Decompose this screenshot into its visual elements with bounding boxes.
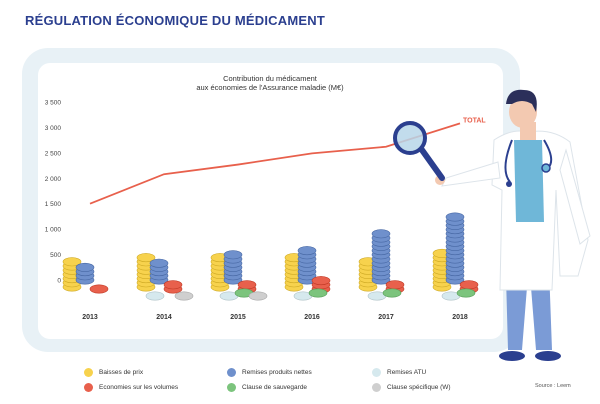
coin-stack-clause-specifique-w <box>174 291 194 301</box>
coin-stack-remises-produits-nettes <box>445 212 465 285</box>
x-tick-label: 2017 <box>378 314 394 321</box>
coin-stack-clause-specifique-w <box>248 291 268 301</box>
legend-swatch <box>372 383 381 392</box>
x-tick-label: 2018 <box>452 314 468 321</box>
legend-item-remises-produits-nettes: Remises produits nettes <box>227 368 312 377</box>
legend-item-clause-specifique: Clause spécifique (W) <box>372 383 451 392</box>
magnifier-handle-icon <box>419 147 445 181</box>
stethoscope-chest-icon <box>541 163 551 173</box>
coin <box>163 280 183 290</box>
coin-stack-remises-produits-nettes <box>149 258 169 285</box>
y-tick-label: 3 000 <box>45 125 62 132</box>
page-title: RÉGULATION ÉCONOMIQUE DU MÉDICAMENT <box>25 13 325 28</box>
x-tick-label: 2014 <box>156 314 172 321</box>
legend-swatch <box>227 383 236 392</box>
chart-subtitle: aux économies de l'Assurance maladie (M€… <box>196 83 344 92</box>
coin <box>62 257 82 267</box>
coin <box>459 280 479 290</box>
doctor-hair <box>506 89 537 112</box>
x-tick-label: 2013 <box>82 314 98 321</box>
coin-stack-economies-sur-les-volumes <box>89 284 109 294</box>
doctor-arm <box>441 161 501 187</box>
coin <box>89 284 109 294</box>
coin-stack-clause-de-sauvegarde <box>308 288 328 298</box>
magnifier-icon <box>393 121 427 155</box>
coin-stack-remises-produits-nettes <box>223 250 243 285</box>
coin <box>174 291 194 301</box>
legend-label: Remises produits nettes <box>242 369 312 376</box>
y-tick-label: 2 000 <box>45 176 62 183</box>
x-tick-label: 2016 <box>304 314 320 321</box>
chart-panel <box>38 63 503 339</box>
legend: Baisses de prix Remises produits nettes … <box>0 356 600 404</box>
legend-swatch <box>84 383 93 392</box>
doctor-shoe-left <box>499 351 525 361</box>
source-note: Source : Leem <box>535 383 571 389</box>
legend-swatch <box>84 368 93 377</box>
coin <box>382 288 402 298</box>
legend-item-baisses-de-prix: Baisses de prix <box>84 368 143 377</box>
doctor-arm-right <box>559 148 591 245</box>
legend-item-remises-atu: Remises ATU <box>372 368 426 377</box>
coin <box>136 253 156 263</box>
coin <box>75 262 95 272</box>
y-tick-label: 500 <box>50 252 61 259</box>
doctor-shirt <box>514 140 544 222</box>
coin-stack-clause-de-sauvegarde <box>456 288 476 298</box>
legend-label: Remises ATU <box>387 369 427 376</box>
legend-swatch <box>227 368 236 377</box>
coin <box>145 291 165 301</box>
legend-label: Clause spécifique (W) <box>387 384 451 391</box>
y-tick-label: 1 500 <box>45 201 62 208</box>
coin <box>371 229 391 239</box>
coin <box>385 280 405 290</box>
coin-stack-baisses-de-prix <box>136 253 156 292</box>
coin <box>308 288 328 298</box>
legend-item-economies-sur-les-volumes: Economies sur les volumes <box>84 383 178 392</box>
coin <box>149 258 169 268</box>
legend-swatch <box>372 368 381 377</box>
coin <box>456 288 476 298</box>
coin-stack-remises-atu <box>145 291 165 301</box>
legend-label: Baisses de prix <box>99 369 144 376</box>
legend-item-clause-de-sauvegarde: Clause de sauvegarde <box>227 383 307 392</box>
stethoscope-end-icon <box>506 181 512 187</box>
doctor-head <box>509 96 537 128</box>
coin <box>297 246 317 256</box>
doctor-shoe-right <box>535 351 561 361</box>
x-tick-label: 2015 <box>230 314 246 321</box>
coin-stack-clause-de-sauvegarde <box>382 288 402 298</box>
legend-label: Economies sur les volumes <box>99 384 179 391</box>
coin <box>248 291 268 301</box>
coin-stack-economies-sur-les-volumes <box>163 280 183 294</box>
coin-stack-remises-produits-nettes <box>371 229 391 285</box>
coin <box>445 212 465 222</box>
y-tick-label: 3 500 <box>45 100 62 107</box>
y-tick-label: 0 <box>57 278 61 285</box>
x-axis: 2013 2014 2015 2016 2017 2018 <box>82 314 468 321</box>
coin-stacks <box>62 212 479 301</box>
coin-stack-remises-produits-nettes <box>297 246 317 285</box>
y-axis: 3 500 3 000 2 500 2 000 1 500 1 000 500 0 <box>45 100 62 285</box>
coin <box>223 250 243 260</box>
y-tick-label: 2 500 <box>45 150 62 157</box>
doctor-illustration <box>393 89 591 361</box>
legend-label: Clause de sauvegarde <box>242 384 308 391</box>
coin <box>237 280 257 290</box>
series-label-total: TOTAL <box>463 117 486 124</box>
coin <box>311 276 331 286</box>
y-tick-label: 1 000 <box>45 227 62 234</box>
coin-stack-remises-produits-nettes <box>75 262 95 285</box>
chart-title: Contribution du médicament <box>223 74 318 83</box>
